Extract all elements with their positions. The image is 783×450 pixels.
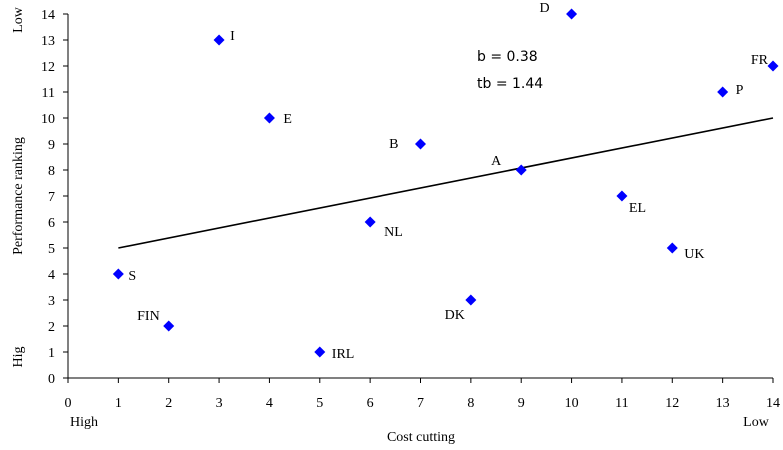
- point-label-dk: DK: [445, 308, 465, 323]
- x-tick-label: 8: [467, 396, 474, 411]
- data-point-p: [717, 86, 729, 98]
- data-points: [112, 8, 779, 358]
- x-tick-label: 13: [716, 396, 730, 411]
- point-label-e: E: [283, 112, 292, 127]
- data-point-fin: [163, 320, 175, 332]
- x-tick-label: 14: [766, 396, 780, 411]
- y-tick-label: 11: [42, 86, 55, 101]
- x-tick-label: 4: [266, 396, 273, 411]
- x-tick-label: 6: [367, 396, 374, 411]
- x-tick-label: 12: [665, 396, 679, 411]
- y-tick-label: 1: [48, 346, 55, 361]
- data-point-dk: [465, 294, 477, 306]
- point-label-i: I: [230, 29, 235, 44]
- data-point-uk: [666, 242, 678, 254]
- y-tick-label: 4: [48, 268, 55, 283]
- x-tick-labels: 0 1 2 3 4 5 6 7 8 9 10 11 12 13 14: [65, 378, 780, 411]
- y-tick-label: 13: [41, 34, 55, 49]
- y-tick-label: 2: [48, 320, 55, 335]
- y-axis-low-end-label: Hig: [11, 347, 26, 368]
- y-tick-label: 10: [41, 112, 55, 127]
- slope-annotation: b = 0.38: [477, 49, 538, 65]
- point-label-uk: UK: [684, 247, 704, 262]
- y-tick-label: 12: [41, 60, 55, 75]
- data-point-fr: [767, 60, 779, 72]
- x-tick-label: 2: [165, 396, 172, 411]
- t-stat-annotation: tb = 1.44: [477, 76, 543, 92]
- data-point-d: [566, 8, 578, 20]
- x-tick-label: 10: [565, 396, 579, 411]
- data-point-s: [112, 268, 124, 280]
- data-point-irl: [314, 346, 326, 358]
- point-label-irl: IRL: [332, 347, 355, 362]
- point-labels: S FIN I E IRL NL B DK A D EL UK P FR: [128, 1, 768, 362]
- data-point-i: [213, 34, 225, 46]
- x-tick-label: 7: [417, 396, 424, 411]
- data-point-el: [616, 190, 628, 202]
- y-tick-label: 7: [48, 190, 55, 205]
- x-axis-high-end-label: Low: [743, 415, 770, 430]
- x-tick-label: 11: [615, 396, 628, 411]
- point-label-b: B: [389, 137, 398, 152]
- point-label-p: P: [736, 83, 744, 98]
- point-label-fin: FIN: [137, 309, 160, 324]
- y-tick-label: 3: [48, 294, 55, 309]
- point-label-a: A: [491, 154, 502, 169]
- x-tick-label: 5: [316, 396, 323, 411]
- y-tick-label: 9: [48, 138, 55, 153]
- y-tick-label: 0: [48, 372, 55, 387]
- point-label-nl: NL: [384, 225, 403, 240]
- point-label-d: D: [539, 1, 549, 16]
- y-tick-label: 6: [48, 216, 55, 231]
- data-point-a: [515, 164, 527, 176]
- x-tick-label: 0: [65, 396, 72, 411]
- y-axis-high-end-label: Low: [11, 6, 26, 33]
- y-tick-label: 5: [48, 242, 55, 257]
- x-tick-label: 9: [518, 396, 525, 411]
- trendline-group: [118, 117, 774, 249]
- x-tick-label: 3: [216, 396, 223, 411]
- data-point-nl: [364, 216, 376, 228]
- data-point-b: [415, 138, 426, 150]
- data-point-e: [263, 112, 275, 124]
- y-axis-label: Performance ranking: [11, 137, 26, 255]
- x-axis-low-end-label: High: [70, 415, 98, 430]
- point-label-el: EL: [629, 201, 646, 216]
- trendline: [118, 117, 774, 249]
- point-label-fr: FR: [751, 53, 769, 68]
- y-tick-label: 14: [41, 8, 55, 23]
- x-tick-label: 1: [115, 396, 122, 411]
- y-tick-label: 8: [48, 164, 55, 179]
- axes: [67, 14, 773, 379]
- x-axis-label: Cost cutting: [387, 430, 455, 445]
- point-label-s: S: [128, 269, 136, 284]
